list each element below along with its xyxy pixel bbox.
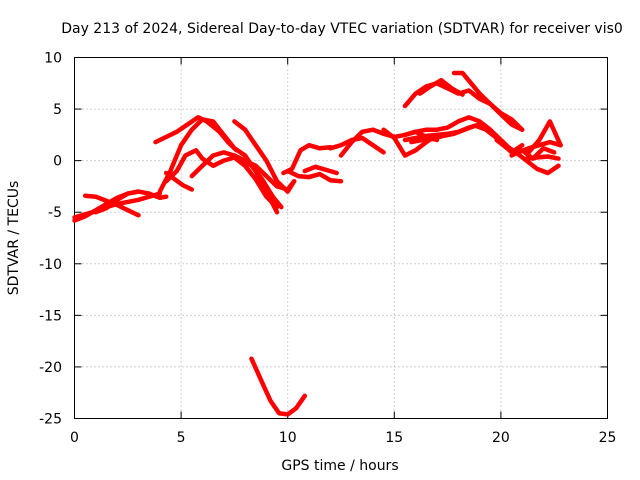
series-line-arc-26 bbox=[502, 142, 561, 176]
series-line-arc-16 bbox=[328, 135, 386, 155]
series-line-arc-10 bbox=[238, 156, 284, 210]
y-tick-label: 0 bbox=[53, 154, 62, 170]
y-tick-label: 5 bbox=[53, 102, 62, 118]
y-tick-label: -5 bbox=[48, 205, 62, 221]
series-line-arc-8 bbox=[163, 170, 195, 192]
y-tick-label: -15 bbox=[39, 308, 62, 324]
grid bbox=[74, 57, 608, 419]
series-line-arc-4 bbox=[93, 189, 141, 215]
series-line-arc-24 bbox=[451, 70, 525, 132]
x-tick-label: 10 bbox=[279, 430, 297, 446]
series-line-arc-29 bbox=[509, 146, 557, 161]
series-line-arc-12 bbox=[249, 356, 308, 417]
series-line-arc-21 bbox=[409, 123, 499, 145]
y-tick-label: -10 bbox=[39, 257, 62, 273]
series-line-arc-23 bbox=[417, 77, 465, 97]
x-tick-label: 5 bbox=[177, 430, 186, 446]
y-tick-label: 10 bbox=[44, 51, 62, 67]
x-tick-labels: 0 5 10 15 20 25 bbox=[70, 430, 616, 446]
series-group bbox=[72, 70, 563, 417]
series-line-arc-15 bbox=[302, 164, 339, 176]
x-axis-label: GPS time / hours bbox=[281, 458, 398, 474]
plot-frame bbox=[74, 57, 608, 419]
series-line-arc-13 bbox=[281, 142, 333, 176]
x-tick-label: 15 bbox=[385, 430, 403, 446]
y-tick-label: -25 bbox=[39, 412, 62, 428]
series-line-arc-14 bbox=[285, 168, 344, 184]
x-tick-label: 25 bbox=[599, 430, 617, 446]
y-tick-label: -20 bbox=[39, 360, 62, 376]
axis-ticks bbox=[74, 57, 608, 419]
chart-title: Day 213 of 2024, Sidereal Day-to-day VTE… bbox=[61, 21, 623, 37]
series-line-arc-28 bbox=[526, 119, 563, 155]
x-tick-label: 20 bbox=[492, 430, 510, 446]
series-line-arc-11 bbox=[232, 119, 297, 194]
series-line-arc-7 bbox=[163, 148, 280, 210]
y-axis-label: SDTVAR / TECUs bbox=[6, 181, 22, 296]
y-tick-labels: -25 -20 -15 -10 -5 0 5 10 bbox=[39, 51, 62, 428]
series-line-arc-6 bbox=[153, 115, 239, 153]
x-tick-label: 0 bbox=[70, 430, 79, 446]
